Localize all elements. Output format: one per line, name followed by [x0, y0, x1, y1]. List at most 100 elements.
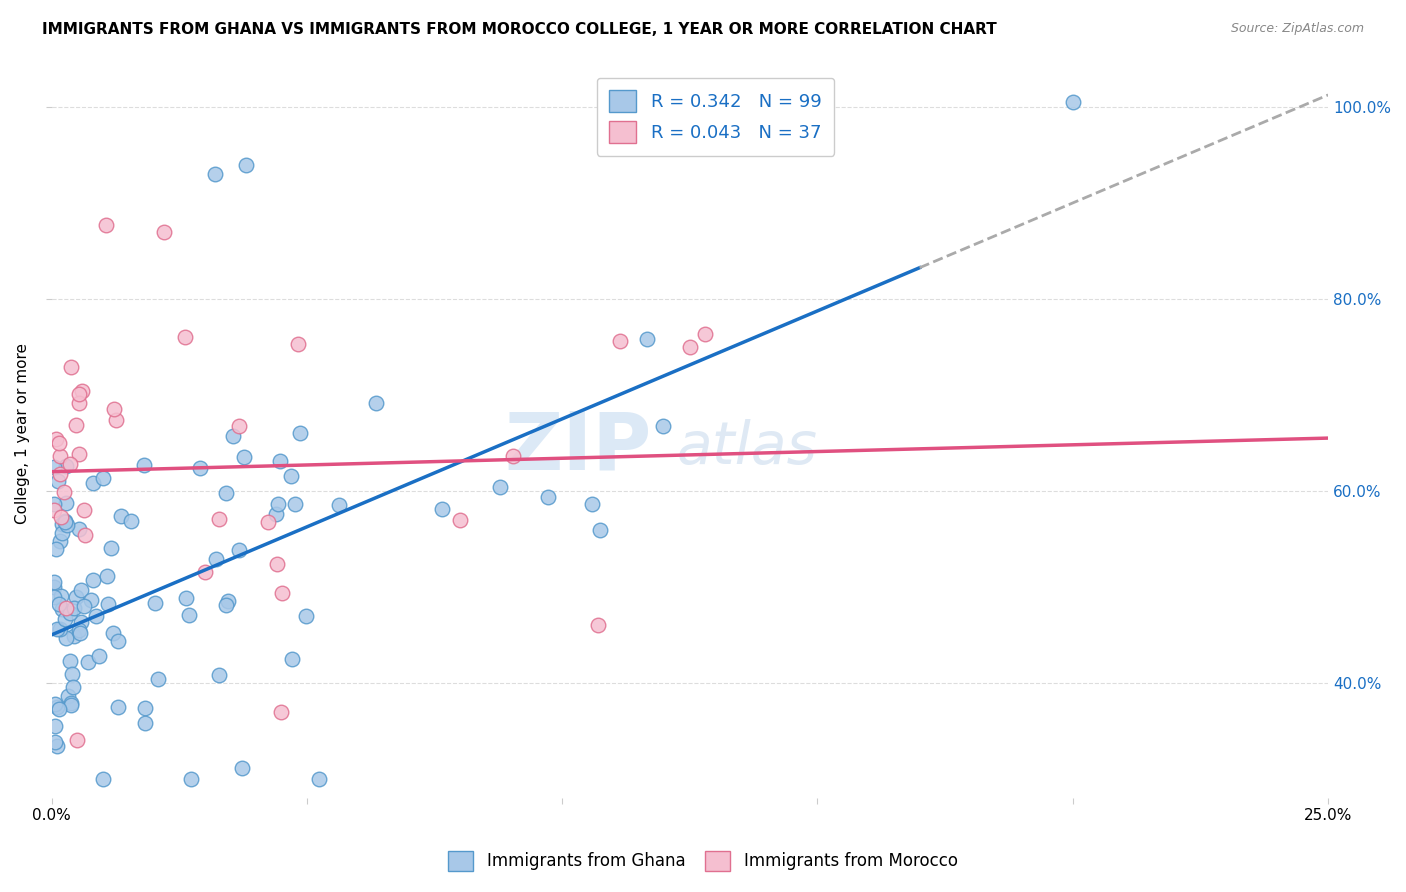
Point — [134, 715, 156, 730]
Point — [70, 384, 93, 398]
Point — [143, 596, 166, 610]
Point — [280, 469, 302, 483]
Point — [59, 360, 82, 375]
Point — [45, 542, 67, 557]
Point — [103, 402, 125, 417]
Point — [679, 340, 702, 354]
Point — [44, 719, 66, 733]
Point — [59, 654, 82, 668]
Point — [49, 534, 72, 549]
Point — [148, 672, 170, 686]
Point — [449, 513, 471, 527]
Point — [42, 503, 65, 517]
Point — [588, 618, 610, 632]
Point — [67, 522, 90, 536]
Point — [42, 497, 65, 511]
Point — [97, 597, 120, 611]
Point — [110, 508, 132, 523]
Point — [328, 498, 350, 512]
Point — [651, 419, 673, 434]
Point — [67, 447, 90, 461]
Point — [208, 668, 231, 682]
Point — [1062, 95, 1084, 109]
Point — [51, 516, 73, 531]
Point — [49, 450, 72, 464]
Point — [179, 607, 201, 622]
Point — [42, 459, 65, 474]
Point — [48, 597, 70, 611]
Point — [51, 601, 73, 615]
Point — [266, 507, 288, 521]
Point — [53, 516, 76, 530]
Point — [70, 615, 93, 629]
Point — [84, 608, 107, 623]
Point — [502, 449, 524, 463]
Point — [67, 396, 90, 410]
Point — [120, 514, 142, 528]
Point — [42, 574, 65, 589]
Point — [581, 497, 603, 511]
Point — [53, 612, 76, 626]
Point — [107, 700, 129, 714]
Point — [59, 696, 82, 710]
Point — [153, 225, 176, 239]
Point — [271, 586, 294, 600]
Point — [235, 157, 257, 171]
Point — [105, 412, 128, 426]
Point — [49, 510, 72, 524]
Point — [46, 739, 69, 753]
Point — [284, 497, 307, 511]
Point — [91, 772, 114, 786]
Point — [257, 515, 280, 529]
Point — [63, 629, 86, 643]
Point — [215, 599, 238, 613]
Point — [194, 565, 217, 579]
Point — [270, 705, 292, 719]
Point — [66, 733, 89, 747]
Point — [89, 649, 111, 664]
Y-axis label: College, 1 year or more: College, 1 year or more — [15, 343, 30, 524]
Point — [609, 334, 631, 348]
Point — [44, 735, 66, 749]
Point — [82, 476, 104, 491]
Point — [53, 484, 76, 499]
Point — [215, 486, 238, 500]
Point — [217, 593, 239, 607]
Text: Source: ZipAtlas.com: Source: ZipAtlas.com — [1230, 22, 1364, 36]
Point — [91, 470, 114, 484]
Point — [51, 525, 73, 540]
Point — [76, 655, 98, 669]
Point — [56, 690, 79, 704]
Point — [430, 501, 453, 516]
Point — [180, 772, 202, 786]
Point — [281, 652, 304, 666]
Point — [269, 454, 291, 468]
Point — [364, 396, 387, 410]
Point — [55, 601, 77, 615]
Point — [55, 495, 77, 509]
Text: ZIP: ZIP — [505, 409, 651, 487]
Point — [695, 327, 717, 342]
Point — [228, 542, 250, 557]
Point — [48, 702, 70, 716]
Point — [287, 337, 309, 351]
Point — [174, 591, 197, 605]
Point — [55, 631, 77, 645]
Point — [48, 435, 70, 450]
Point — [290, 425, 312, 440]
Point — [46, 474, 69, 488]
Point — [231, 761, 253, 775]
Point — [190, 461, 212, 475]
Point — [55, 459, 77, 474]
Point — [45, 699, 67, 714]
Point — [65, 418, 87, 433]
Point — [45, 432, 67, 446]
Point — [589, 523, 612, 537]
Point — [56, 517, 79, 532]
Point — [67, 387, 90, 401]
Point — [69, 625, 91, 640]
Point — [204, 167, 226, 181]
Point — [80, 593, 103, 607]
Point — [42, 580, 65, 594]
Point — [294, 608, 316, 623]
